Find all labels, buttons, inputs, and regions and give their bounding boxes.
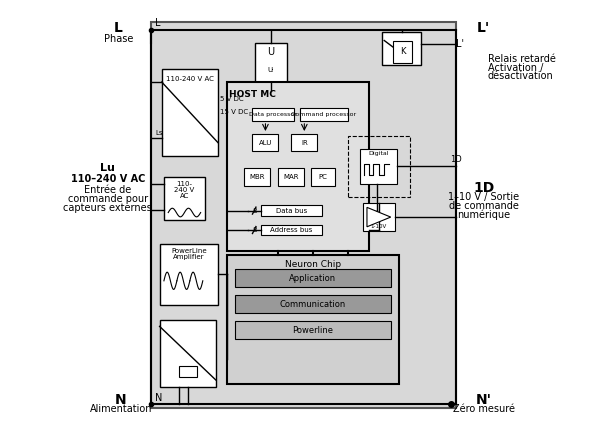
Text: Ls: Ls (155, 130, 163, 136)
Text: Uₗ: Uₗ (268, 67, 274, 73)
Text: capteurs externes: capteurs externes (64, 203, 152, 213)
Text: Lu: Lu (100, 163, 115, 174)
Text: IR: IR (301, 140, 308, 146)
Bar (164, 177, 205, 220)
Bar (347, 136, 410, 197)
Bar (235, 269, 391, 287)
Text: Amplifier: Amplifier (173, 254, 205, 260)
Text: Relais retardé: Relais retardé (488, 54, 556, 64)
Text: Application: Application (289, 274, 337, 283)
Text: L': L' (457, 39, 464, 49)
Text: PowerLine: PowerLine (171, 248, 206, 254)
Text: Activation /: Activation / (488, 63, 543, 73)
Text: 1-10V: 1-10V (371, 224, 387, 229)
Text: N': N' (476, 393, 491, 407)
Text: Powerline: Powerline (292, 326, 334, 334)
Text: 110–240 V AC: 110–240 V AC (71, 174, 145, 184)
Bar (235, 295, 391, 313)
Bar (300, 108, 347, 121)
Text: L: L (114, 21, 123, 35)
Text: Digital: Digital (368, 151, 389, 156)
Text: Entrée de: Entrée de (84, 185, 131, 195)
Bar (235, 321, 391, 339)
Text: Address bus: Address bus (270, 227, 313, 233)
Bar (244, 168, 270, 186)
Bar (362, 203, 395, 231)
Text: Communication: Communication (280, 300, 346, 308)
Bar (227, 255, 400, 384)
Bar (160, 244, 218, 305)
Text: MBR: MBR (249, 174, 265, 180)
Bar (278, 168, 304, 186)
Bar (227, 82, 369, 251)
Text: numérique: numérique (457, 210, 510, 220)
Bar (361, 149, 397, 184)
Bar (253, 108, 293, 121)
Text: PC: PC (318, 174, 327, 180)
Text: Data bus: Data bus (276, 208, 307, 213)
Text: 1D: 1D (473, 181, 494, 195)
Bar (382, 32, 421, 65)
Bar (292, 134, 317, 151)
Text: 5 V DC: 5 V DC (220, 96, 244, 102)
Bar (179, 366, 197, 377)
Bar (162, 69, 218, 156)
Text: HOST MC: HOST MC (229, 90, 275, 99)
Text: MAR: MAR (284, 174, 299, 180)
Text: AC: AC (180, 193, 189, 199)
Text: commande pour: commande pour (68, 194, 148, 204)
Text: N: N (115, 393, 127, 407)
Bar (254, 43, 287, 82)
Text: Command processor: Command processor (291, 112, 356, 117)
Text: 8: 8 (253, 208, 257, 213)
Bar (393, 41, 412, 63)
Bar (311, 168, 335, 186)
Text: L': L' (477, 21, 490, 35)
Bar (151, 22, 455, 408)
Bar (160, 320, 216, 387)
Text: 15 V DC: 15 V DC (220, 109, 248, 115)
Text: de commande: de commande (449, 201, 518, 211)
Polygon shape (367, 207, 391, 227)
Text: 110-: 110- (176, 181, 193, 187)
Text: K: K (400, 48, 406, 56)
Bar (261, 205, 322, 216)
Text: Zéro mesuré: Zéro mesuré (452, 404, 515, 414)
Text: Data processor: Data processor (249, 112, 297, 117)
Text: 110-240 V AC: 110-240 V AC (166, 76, 214, 82)
Text: L: L (155, 18, 161, 28)
Bar (261, 225, 322, 235)
Text: U: U (267, 47, 274, 57)
Text: 8: 8 (253, 227, 257, 233)
Text: Phase: Phase (104, 34, 133, 44)
Text: Neuron Chip: Neuron Chip (285, 260, 341, 269)
Text: Alimentation: Alimentation (89, 404, 152, 414)
Text: ALU: ALU (259, 140, 272, 146)
Bar (253, 134, 278, 151)
Text: 240 V: 240 V (175, 187, 194, 193)
Text: 1–10 V / Sortie: 1–10 V / Sortie (448, 192, 519, 203)
Text: désactivation: désactivation (488, 71, 554, 82)
Text: 1D: 1D (451, 155, 462, 164)
Text: N: N (155, 393, 163, 403)
